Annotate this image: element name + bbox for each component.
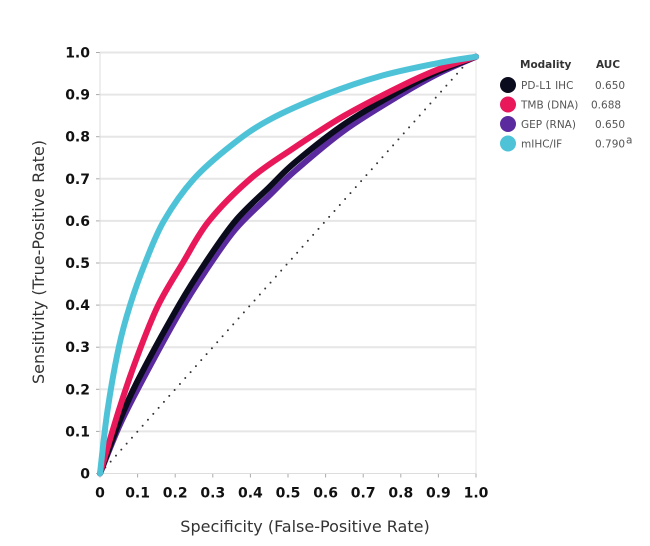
- x-tick-label: 1.0: [464, 486, 489, 502]
- roc-curve-mihc-if: [97, 53, 479, 477]
- x-tick-label: 0.9: [426, 486, 451, 502]
- x-tick-label: 0: [95, 486, 105, 502]
- roc-curve-gep-rna-: [97, 53, 479, 477]
- legend: Modality AUC PD-L1 IHC 0.650 TMB (DNA) 0.68…: [500, 59, 632, 152]
- x-tick-label: 0.5: [276, 486, 301, 502]
- y-tick-label: 0.8: [65, 130, 90, 146]
- y-tick-label: 0.9: [65, 88, 90, 104]
- y-tick-label: 0.4: [65, 298, 90, 314]
- axes: [96, 52, 477, 478]
- x-axis-label: Specificity (False-Positive Rate): [180, 517, 429, 536]
- legend-auc: 0.688: [591, 100, 621, 112]
- legend-auc: 0.650: [595, 119, 625, 131]
- legend-marker: [500, 116, 516, 132]
- legend-auc: 0.650: [595, 80, 625, 92]
- legend-label: GEP (RNA): [521, 119, 576, 131]
- roc-curve-pd-l1-ihc: [97, 53, 479, 477]
- y-tick-label: 0.5: [65, 256, 90, 272]
- legend-marker: [500, 135, 516, 152]
- y-tick-label: 0.7: [65, 172, 90, 188]
- x-tick-label: 0.1: [125, 486, 150, 502]
- y-tick-label: 0.6: [65, 214, 90, 230]
- series-lines: [97, 53, 479, 477]
- y-axis-label: Sensitivity (True-Positive Rate): [29, 140, 48, 384]
- x-tick-label: 0.4: [238, 486, 263, 502]
- roc-curve-tmb-dna-: [97, 53, 479, 477]
- x-tick-label: 0.8: [388, 486, 413, 502]
- y-tick-label: 1.0: [65, 46, 90, 62]
- y-tick-label: 0.1: [65, 424, 90, 440]
- legend-auc: 0.790: [595, 139, 625, 151]
- x-tick-label: 0.2: [163, 486, 188, 502]
- x-tick-label: 0.3: [200, 486, 225, 502]
- legend-header-modality: Modality: [520, 59, 571, 71]
- legend-label: TMB (DNA): [520, 100, 578, 112]
- legend-label: mIHC/IF: [521, 139, 562, 151]
- tick-labels: 0 0.1 0.2 0.3 0.4 0.5 0.6 0.7 0.8 0.9 1.0 0 0.1 0.2 0.…: [65, 46, 488, 502]
- x-tick-label: 0.7: [351, 486, 376, 502]
- legend-marker: [500, 96, 516, 113]
- y-tick-label: 0.2: [65, 382, 90, 398]
- x-tick-label: 0.6: [313, 486, 338, 502]
- legend-auc-superscript: a: [626, 135, 632, 147]
- legend-header-auc: AUC: [596, 59, 620, 71]
- legend-marker: [500, 77, 516, 93]
- y-tick-label: 0.3: [65, 340, 90, 356]
- y-tick-label: 0: [80, 467, 90, 483]
- legend-label: PD-L1 IHC: [521, 80, 573, 92]
